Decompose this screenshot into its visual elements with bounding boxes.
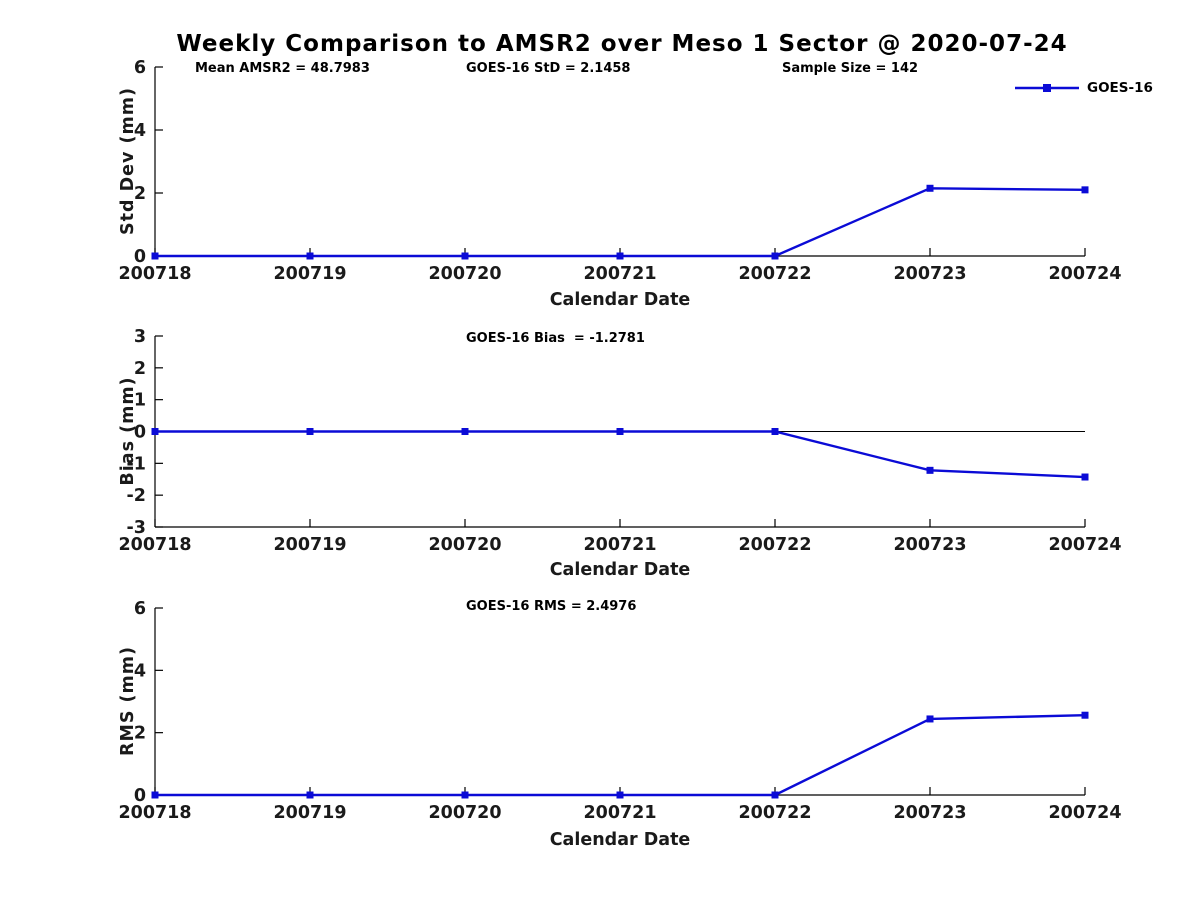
data-point-marker bbox=[1081, 711, 1089, 719]
y-tick-label: 4 bbox=[134, 121, 146, 141]
x-tick-label: 200724 bbox=[1048, 803, 1121, 823]
x-axis-label-bias: Calendar Date bbox=[549, 560, 691, 580]
y-tick-label: 2 bbox=[134, 359, 146, 379]
y-tick-label: 0 bbox=[134, 786, 146, 806]
data-point-marker bbox=[771, 428, 779, 435]
x-tick-label: 200719 bbox=[273, 535, 346, 555]
x-tick-label: 200720 bbox=[428, 535, 501, 555]
data-point-marker bbox=[616, 791, 624, 799]
x-tick-label: 200718 bbox=[118, 535, 191, 555]
data-point-marker bbox=[616, 428, 624, 435]
data-series-line bbox=[155, 430, 1086, 479]
x-tick-label: 200720 bbox=[428, 264, 501, 284]
data-point-marker bbox=[461, 252, 469, 260]
y-axis-label-bias: Bias (mm) bbox=[118, 376, 138, 486]
data-point-marker bbox=[616, 252, 624, 260]
x-tick-label: 200719 bbox=[273, 264, 346, 284]
y-tick-label: 6 bbox=[134, 599, 146, 619]
legend-line-sample-icon bbox=[1015, 84, 1079, 92]
data-point-marker bbox=[306, 791, 314, 799]
x-tick-label: 200724 bbox=[1048, 264, 1121, 284]
y-tick-label: 3 bbox=[134, 327, 146, 347]
x-tick-label: 200720 bbox=[428, 803, 501, 823]
y-tick-label: 4 bbox=[134, 661, 146, 681]
y-tick-label: 0 bbox=[134, 247, 146, 267]
data-point-marker bbox=[926, 715, 934, 723]
data-point-marker bbox=[926, 184, 934, 192]
panel-bias: -3 -2 -1 0 1 2 3 200718 200719 200720 200721 200722… bbox=[118, 327, 1121, 555]
data-point-marker bbox=[151, 428, 159, 435]
x-tick-label: 200721 bbox=[583, 264, 656, 284]
y-tick-label: 0 bbox=[134, 423, 146, 443]
x-tick-label: 200722 bbox=[738, 535, 811, 555]
y-axis-label-rms: RMS (mm) bbox=[118, 645, 138, 757]
data-point-marker bbox=[461, 428, 469, 435]
x-tick-label: 200723 bbox=[893, 535, 966, 555]
legend: GOES-16 bbox=[1014, 80, 1153, 96]
y-tick-label: -1 bbox=[127, 454, 146, 474]
x-tick-label: 200723 bbox=[893, 803, 966, 823]
panel-std-dev: 0 2 4 6 200718 200719 200720 200721 200722 200723… bbox=[118, 58, 1121, 284]
x-tick-label: 200724 bbox=[1048, 535, 1121, 555]
y-tick-label: -3 bbox=[127, 518, 146, 538]
annotation-goes16-bias: GOES-16 Bias = -1.2781 bbox=[466, 331, 645, 346]
y-tick-label: 1 bbox=[134, 391, 146, 411]
data-point-marker bbox=[771, 791, 779, 799]
x-tick-label: 200722 bbox=[738, 803, 811, 823]
annotation-goes16-std: GOES-16 StD = 2.1458 bbox=[466, 61, 631, 76]
data-point-marker bbox=[771, 252, 779, 260]
x-tick-label: 200718 bbox=[118, 803, 191, 823]
x-tick-label: 200722 bbox=[738, 264, 811, 284]
y-tick-label: -2 bbox=[127, 486, 146, 506]
panel-rms: 0 2 4 6 200718 200719 200720 200721 200722 200723… bbox=[118, 599, 1121, 823]
y-tick-label: 6 bbox=[134, 58, 146, 78]
data-point-marker bbox=[926, 466, 934, 474]
data-point-marker bbox=[306, 428, 314, 435]
legend-label: GOES-16 bbox=[1087, 80, 1153, 96]
y-axis-label-stddev: Std Dev (mm) bbox=[118, 87, 138, 235]
x-axis-label-stddev: Calendar Date bbox=[549, 290, 691, 310]
x-tick-label: 200718 bbox=[118, 264, 191, 284]
data-point-marker bbox=[461, 791, 469, 799]
figure-title: Weekly Comparison to AMSR2 over Meso 1 S… bbox=[176, 31, 1068, 57]
x-tick-label: 200721 bbox=[583, 535, 656, 555]
data-series-line bbox=[155, 714, 1086, 797]
y-tick-label: 2 bbox=[134, 724, 146, 744]
data-point-marker bbox=[306, 252, 314, 260]
x-tick-label: 200721 bbox=[583, 803, 656, 823]
data-point-marker bbox=[1081, 186, 1089, 194]
x-tick-label: 200723 bbox=[893, 264, 966, 284]
annotation-sample-size: Sample Size = 142 bbox=[782, 61, 919, 76]
data-point-marker bbox=[1081, 473, 1089, 481]
annotation-mean-amsr2: Mean AMSR2 = 48.7983 bbox=[195, 61, 370, 76]
x-axis-label-rms: Calendar Date bbox=[549, 830, 691, 850]
data-series-line bbox=[155, 187, 1086, 258]
y-tick-label: 2 bbox=[134, 184, 146, 204]
data-point-marker bbox=[151, 791, 159, 799]
x-tick-label: 200719 bbox=[273, 803, 346, 823]
annotation-goes16-rms: GOES-16 RMS = 2.4976 bbox=[466, 599, 637, 614]
data-point-marker bbox=[151, 252, 159, 260]
